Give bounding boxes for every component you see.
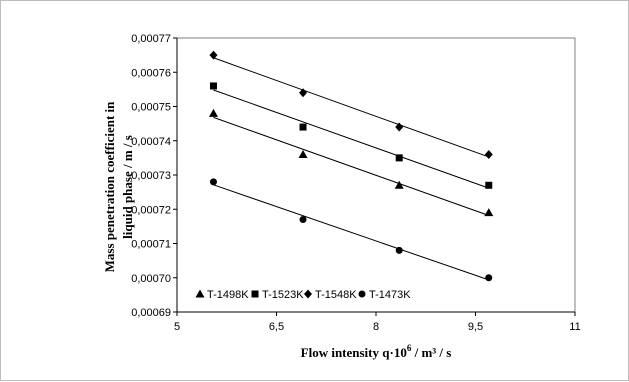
y-axis-ticks: 0,00069 0,00070 0,00071 0,00072 0,00073 0,000…: [131, 33, 177, 319]
legend-marker: [195, 289, 205, 298]
data-point: [395, 246, 403, 254]
x-axis-title-exponent: 6: [407, 343, 412, 353]
legend-label: T-1523K: [262, 289, 304, 301]
data-point: [395, 122, 404, 132]
y-tick-label: 0,00072: [131, 204, 171, 216]
data-point: [299, 216, 307, 224]
x-axis-title-units: / m³ / s: [411, 345, 451, 360]
data-point: [484, 208, 494, 217]
data-point: [485, 181, 493, 189]
data-point: [208, 108, 218, 117]
x-tick-label: 9,5: [468, 321, 483, 333]
data-point: [209, 178, 217, 186]
trendlines: [213, 57, 489, 281]
data-point: [298, 149, 308, 158]
y-tick-label: 0,00070: [131, 273, 171, 285]
y-tick-label: 0,00075: [131, 102, 171, 114]
y-tick-label: 0,00074: [131, 136, 171, 148]
y-tick-label: 0,00076: [131, 67, 171, 79]
x-tick-label: 8: [373, 321, 379, 333]
x-axis-title-main: Flow intensity q·10: [301, 345, 407, 360]
legend-marker: [251, 290, 259, 298]
x-axis-ticks: 5 6,5 8 9,5 11: [174, 312, 581, 333]
data-point: [209, 50, 218, 60]
x-tick-label: 6,5: [269, 321, 284, 333]
y-tick-label: 0,00073: [131, 170, 171, 182]
legend-marker: [358, 290, 366, 298]
x-tick-label: 5: [174, 321, 180, 333]
x-axis-title: Flow intensity q·106 / m³ / s: [301, 343, 452, 360]
data-point: [395, 154, 403, 162]
y-tick-label: 0,00071: [131, 239, 171, 251]
y-tick-label: 0,00069: [131, 307, 171, 319]
data-point: [485, 274, 493, 282]
data-point: [209, 82, 217, 90]
data-markers: [208, 50, 494, 282]
trendline: [213, 57, 489, 158]
legend-marker: [304, 289, 312, 299]
data-point: [394, 180, 404, 189]
y-tick-label: 0,00077: [131, 33, 171, 45]
data-point: [299, 123, 307, 131]
y-axis-title-line2: liquid phase / m / s: [120, 135, 135, 239]
y-axis-title-line1: Mass penetration coefficient in: [102, 101, 117, 273]
data-point: [484, 149, 493, 159]
legend-label: T-1473K: [369, 289, 411, 301]
trendline: [213, 89, 489, 189]
trendline: [213, 116, 489, 216]
trendline: [213, 184, 489, 281]
x-tick-label: 11: [569, 321, 580, 333]
legend-label: T-1548K: [315, 289, 357, 301]
legend: T-1498K T-1523K T-1548K T-1473K: [195, 289, 411, 301]
data-point: [299, 88, 308, 98]
legend-label: T-1498K: [207, 289, 249, 301]
